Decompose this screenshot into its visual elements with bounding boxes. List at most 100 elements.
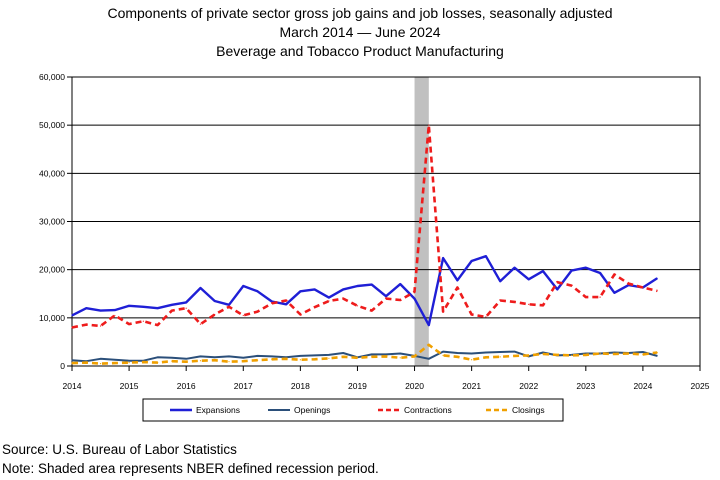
data-point-expansions xyxy=(314,288,316,291)
series-line-expansions xyxy=(71,255,658,327)
data-point-closings xyxy=(628,352,630,355)
data-point-closings xyxy=(228,361,230,363)
plot-frame xyxy=(71,76,701,367)
data-point-openings xyxy=(242,357,244,359)
data-point-contractions xyxy=(71,326,73,329)
x-tick-label: 2021 xyxy=(462,381,481,391)
data-point-contractions xyxy=(356,305,359,307)
data-point-openings xyxy=(314,354,316,357)
data-point-closings xyxy=(528,354,530,357)
data-point-openings xyxy=(342,352,344,354)
legend-label-closings: Closings xyxy=(512,405,545,415)
data-point-contractions xyxy=(314,306,316,308)
data-point-closings xyxy=(271,358,273,360)
x-tick-label: 2025 xyxy=(691,381,710,391)
data-point-expansions xyxy=(271,300,273,303)
recession-note: Note: Shaded area represents NBER define… xyxy=(2,461,379,476)
data-point-openings xyxy=(128,360,130,362)
y-tick-label: 40,000 xyxy=(39,168,65,178)
data-point-expansions xyxy=(85,307,87,309)
data-point-contractions xyxy=(256,310,259,313)
data-point-closings xyxy=(599,352,601,355)
data-point-openings xyxy=(656,355,658,357)
chart-title: Components of private sector gross job g… xyxy=(107,5,613,21)
y-tick-label: 0 xyxy=(60,361,65,371)
data-point-expansions xyxy=(171,304,173,306)
data-point-contractions xyxy=(556,281,558,283)
data-point-contractions xyxy=(528,303,530,305)
data-point-closings xyxy=(485,356,487,358)
data-point-closings xyxy=(428,344,430,346)
source-note: Source: U.S. Bureau of Labor Statistics xyxy=(2,442,237,457)
data-point-contractions xyxy=(613,273,615,276)
data-point-closings xyxy=(214,359,216,361)
legend-box xyxy=(142,398,564,422)
data-point-openings xyxy=(271,355,273,357)
data-point-openings xyxy=(442,350,444,353)
data-point-openings xyxy=(256,355,259,357)
data-point-expansions xyxy=(71,314,73,317)
y-tick-label: 60,000 xyxy=(39,72,65,82)
data-point-contractions xyxy=(171,310,173,312)
data-point-contractions xyxy=(142,320,144,322)
data-point-expansions xyxy=(285,303,287,305)
data-point-closings xyxy=(285,358,287,360)
data-point-closings xyxy=(342,356,344,358)
data-point-closings xyxy=(585,354,587,356)
data-point-expansions xyxy=(199,287,202,289)
series-line-openings xyxy=(71,350,658,363)
data-point-openings xyxy=(71,359,73,361)
data-point-closings xyxy=(542,353,544,355)
data-point-openings xyxy=(485,351,487,354)
data-point-closings xyxy=(556,354,558,356)
data-point-closings xyxy=(371,356,373,358)
data-point-expansions xyxy=(228,304,230,306)
data-point-expansions xyxy=(214,300,216,302)
chart-title-block: Components of private sector gross job g… xyxy=(0,4,720,61)
data-point-openings xyxy=(157,356,159,358)
y-tick-label: 10,000 xyxy=(39,313,65,323)
data-point-contractions xyxy=(128,323,130,325)
data-point-closings xyxy=(356,357,359,359)
data-point-contractions xyxy=(285,299,287,302)
data-point-expansions xyxy=(299,290,301,292)
data-point-expansions xyxy=(185,301,187,304)
data-point-closings xyxy=(328,357,330,359)
data-point-closings xyxy=(185,361,187,363)
data-point-closings xyxy=(656,351,658,354)
x-tick-label: 2024 xyxy=(633,381,652,391)
data-point-expansions xyxy=(242,285,244,287)
legend-label-openings: Openings xyxy=(294,405,330,415)
data-point-expansions xyxy=(157,307,159,309)
data-point-closings xyxy=(85,362,87,364)
data-point-closings xyxy=(385,355,387,357)
data-point-closings xyxy=(171,360,173,362)
data-point-closings xyxy=(442,354,444,357)
data-point-expansions xyxy=(114,309,116,311)
data-point-expansions xyxy=(471,260,473,262)
data-point-expansions xyxy=(585,267,587,269)
data-point-contractions xyxy=(413,291,416,293)
x-tick-label: 2019 xyxy=(348,381,367,391)
data-point-contractions xyxy=(185,307,187,309)
data-point-closings xyxy=(513,355,516,357)
data-point-expansions xyxy=(513,267,516,269)
data-point-openings xyxy=(214,356,216,358)
data-point-expansions xyxy=(599,272,601,274)
data-point-expansions xyxy=(142,306,144,308)
data-point-contractions xyxy=(499,299,501,302)
data-point-openings xyxy=(456,352,458,354)
data-point-openings xyxy=(385,353,387,356)
data-point-contractions xyxy=(570,284,573,287)
y-tick-label: 30,000 xyxy=(39,217,65,227)
data-point-closings xyxy=(199,360,202,362)
data-point-closings xyxy=(71,362,73,364)
series-line-contractions xyxy=(71,123,658,329)
data-point-openings xyxy=(499,351,501,353)
data-point-closings xyxy=(499,356,501,358)
x-tick-label: 2015 xyxy=(120,381,139,391)
y-tick-label: 20,000 xyxy=(39,265,65,275)
data-point-contractions xyxy=(342,297,344,300)
data-point-contractions xyxy=(513,301,516,303)
